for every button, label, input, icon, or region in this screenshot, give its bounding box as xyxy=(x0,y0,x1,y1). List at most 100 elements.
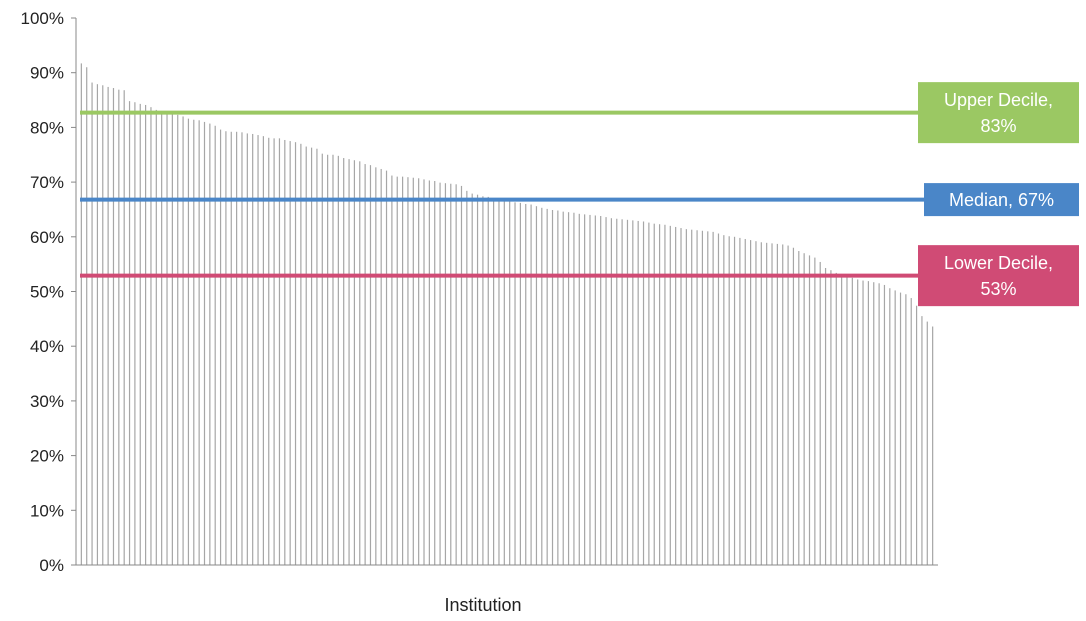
bar xyxy=(305,146,307,566)
bar xyxy=(835,272,837,565)
bar xyxy=(867,281,869,565)
reference-label-value: 53% xyxy=(980,279,1016,299)
bar xyxy=(546,208,548,565)
bar xyxy=(883,284,886,565)
bar xyxy=(557,210,559,566)
bar xyxy=(412,177,414,565)
bar xyxy=(632,220,634,565)
bar xyxy=(450,183,452,566)
bar xyxy=(455,184,457,566)
bar xyxy=(343,158,345,565)
bar xyxy=(460,185,463,565)
bar xyxy=(664,224,666,565)
bar xyxy=(145,104,147,565)
bar xyxy=(289,141,291,565)
bar xyxy=(80,63,82,566)
bar xyxy=(493,198,495,565)
bar xyxy=(578,213,580,565)
bar xyxy=(873,282,875,565)
bar xyxy=(434,181,436,565)
bar xyxy=(589,214,591,566)
y-tick-label: 30% xyxy=(30,392,64,411)
bar xyxy=(899,292,902,565)
bar xyxy=(128,101,131,565)
bar xyxy=(648,222,650,565)
bar xyxy=(905,294,907,565)
bar xyxy=(776,243,778,565)
bar xyxy=(375,167,377,565)
bar xyxy=(359,161,361,565)
bar xyxy=(225,131,227,566)
bar xyxy=(846,275,848,565)
reference-label: Lower Decile, xyxy=(944,253,1053,273)
bar xyxy=(268,137,270,566)
bar xyxy=(193,119,195,566)
bar xyxy=(134,102,136,566)
bar xyxy=(353,160,356,565)
bar xyxy=(675,226,677,565)
y-tick-label: 80% xyxy=(30,118,64,137)
bar xyxy=(230,131,232,565)
bar xyxy=(535,206,538,566)
bar xyxy=(685,229,687,565)
bar xyxy=(814,257,816,565)
bar xyxy=(241,132,243,565)
bar xyxy=(466,190,468,565)
bar xyxy=(161,111,163,565)
bar xyxy=(862,280,864,565)
bar xyxy=(166,112,168,565)
bar xyxy=(841,275,843,565)
bar xyxy=(755,241,757,565)
bar xyxy=(123,90,125,565)
bar xyxy=(621,219,623,566)
bar xyxy=(573,212,575,566)
bar xyxy=(782,244,784,565)
bar xyxy=(348,159,350,565)
bar xyxy=(139,103,141,565)
bar xyxy=(209,123,211,565)
bar xyxy=(294,142,297,566)
bar xyxy=(262,136,264,565)
y-ticks-group: 0% 10% 20% 30% 40% 50% 60% 70% 80% 90% 100% xyxy=(21,9,76,575)
bar xyxy=(418,178,420,565)
bar xyxy=(760,242,762,565)
reference-lines-group: Upper Decile, 83% Median, 67% Lower Decile,… xyxy=(80,82,1079,307)
bar xyxy=(723,235,725,565)
bar xyxy=(514,202,516,565)
bar xyxy=(177,114,179,565)
bar xyxy=(530,204,532,565)
bar xyxy=(771,243,773,566)
bar xyxy=(257,135,259,565)
bar xyxy=(830,270,832,565)
bar xyxy=(728,236,730,565)
bar xyxy=(385,170,388,566)
bar xyxy=(739,237,741,565)
bar xyxy=(669,225,671,566)
bar xyxy=(605,217,607,566)
bar xyxy=(584,214,586,565)
bar xyxy=(214,125,216,565)
bar xyxy=(444,183,447,565)
bar xyxy=(150,107,152,565)
bar xyxy=(102,85,104,565)
bar xyxy=(717,233,720,565)
bar xyxy=(766,242,768,565)
bar xyxy=(96,84,99,565)
bar xyxy=(932,326,934,565)
bar xyxy=(750,240,752,565)
bar xyxy=(503,200,505,565)
bar xyxy=(316,148,318,566)
y-tick-label: 10% xyxy=(30,501,64,520)
bar xyxy=(691,229,693,565)
bar xyxy=(498,198,500,565)
bar xyxy=(203,121,206,566)
bar xyxy=(471,193,473,565)
reference-label-box xyxy=(918,245,1079,307)
bar xyxy=(487,196,489,565)
reference-label: Median, 67% xyxy=(949,190,1054,210)
bar xyxy=(310,147,313,565)
bar xyxy=(551,210,554,565)
y-tick-label: 60% xyxy=(30,228,64,247)
bar xyxy=(509,201,511,565)
